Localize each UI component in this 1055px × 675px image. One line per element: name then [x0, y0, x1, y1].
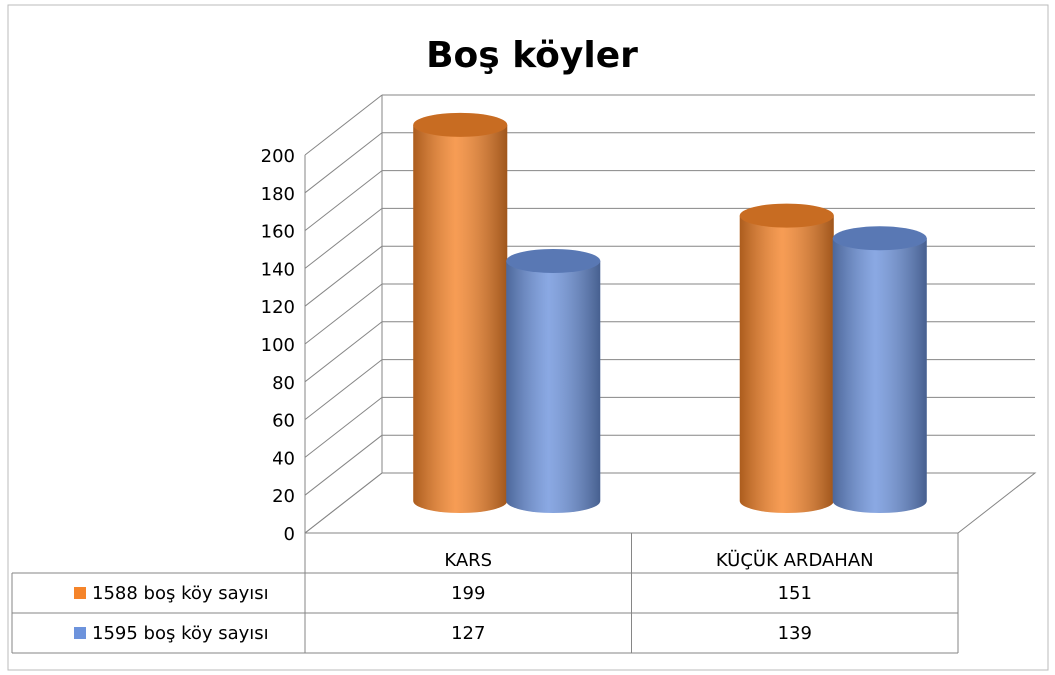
legend-swatch [74, 587, 86, 599]
bar-top-shade [832, 226, 927, 251]
legend-swatch [74, 627, 86, 639]
bar-top [506, 248, 601, 273]
table-value: 199 [451, 583, 485, 604]
y-tick-label: 0 [284, 524, 295, 545]
chart-title: Boş köyler [426, 35, 638, 76]
table-value: 139 [778, 623, 812, 644]
bar-top-shade [413, 112, 508, 137]
grid-line-side [304, 434, 383, 496]
bar-shade [506, 260, 601, 513]
grid-line-side [304, 397, 383, 458]
grid-line-side [304, 283, 383, 345]
x-tick-label: KARS [444, 550, 492, 571]
grid-line-side [304, 321, 383, 383]
y-tick-label: 180 [261, 184, 295, 205]
bar-top-shade [506, 248, 601, 273]
grid-line-side [304, 359, 383, 420]
grid-line-side [304, 208, 383, 269]
grid-line-side [304, 132, 383, 194]
y-tick-label: 120 [261, 297, 295, 318]
grid-line-side [304, 170, 383, 231]
y-tick-label: 80 [272, 373, 295, 394]
y-tick-label: 140 [261, 259, 295, 280]
legend-label: 1595 boş köy sayısı [92, 623, 269, 644]
grid-line-side [304, 94, 383, 156]
y-tick-label: 20 [272, 486, 295, 507]
bar-top [739, 203, 834, 228]
y-tick-label: 40 [272, 448, 295, 469]
y-tick-label: 160 [261, 222, 295, 243]
legend-label: 1588 boş köy sayısı [92, 583, 269, 604]
x-tick-label: KÜÇÜK ARDAHAN [716, 549, 874, 571]
bar-top-shade [739, 203, 834, 228]
y-tick-label: 60 [272, 411, 295, 432]
bar-shade [832, 238, 927, 514]
y-tick-label: 100 [261, 335, 295, 356]
table-value: 127 [451, 623, 485, 644]
bar-top [413, 112, 508, 137]
bar-shade [739, 215, 834, 514]
grid-line-side [304, 245, 383, 307]
table-value: 151 [778, 583, 812, 604]
grid-line-side [304, 472, 383, 534]
bar-top [832, 226, 927, 251]
y-tick-label: 200 [261, 146, 295, 167]
bar-shade [413, 124, 508, 513]
